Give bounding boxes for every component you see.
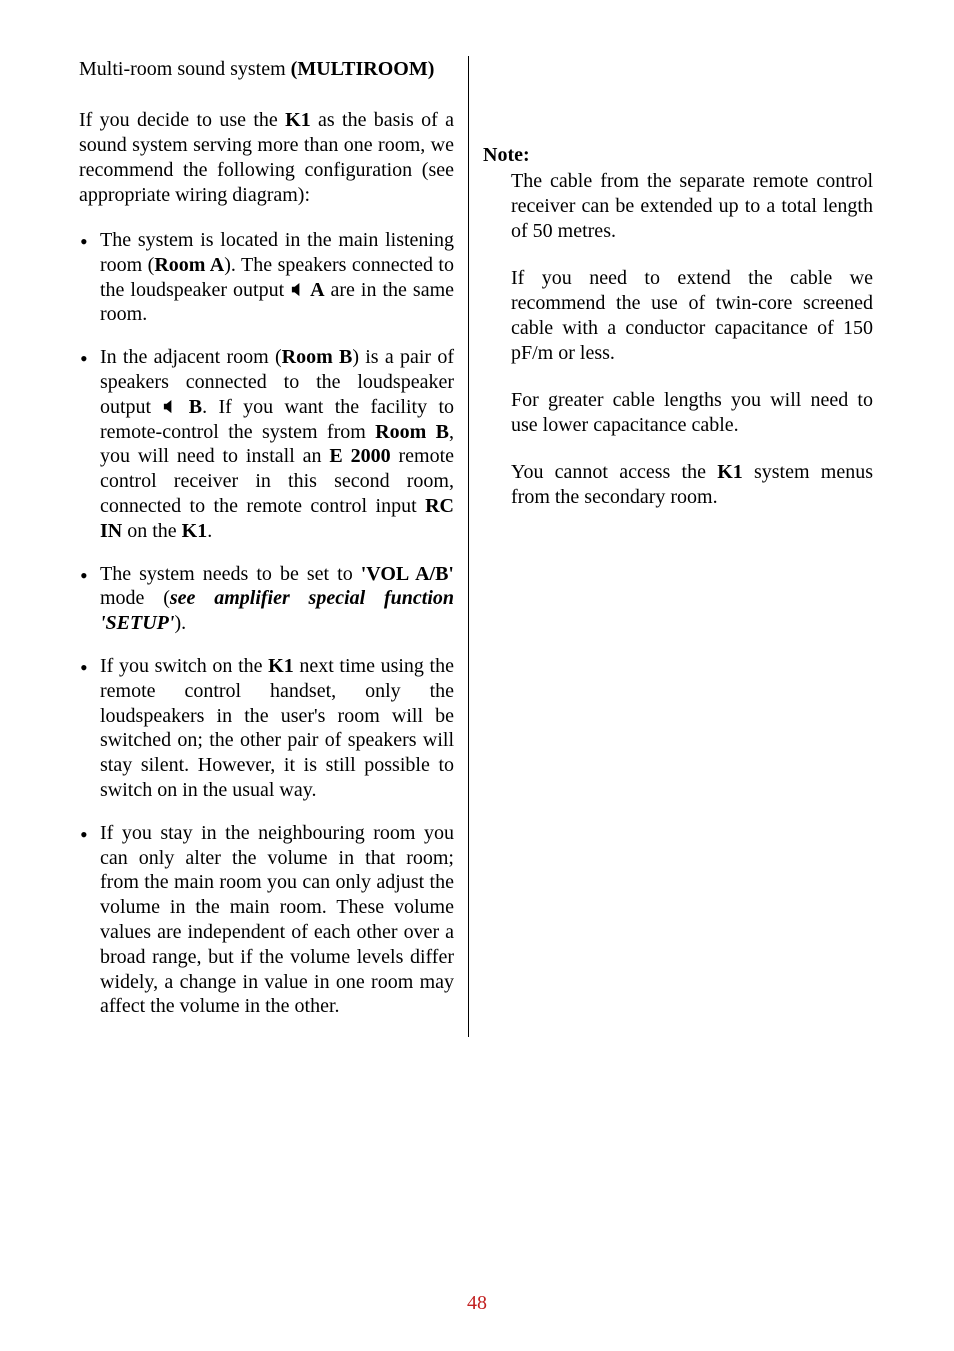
text-run: The system needs to be set to <box>100 563 361 585</box>
text-run: K1 <box>182 520 208 542</box>
text-run: Room A <box>154 254 224 276</box>
text-run: on the <box>122 520 181 542</box>
note-block: The cable from the separate remote contr… <box>483 169 873 510</box>
bullet-list: The system is located in the main listen… <box>79 228 454 1019</box>
text-run: If you need to extend the cable we recom… <box>511 267 873 364</box>
text-run: If you switch on the <box>100 655 268 677</box>
page-number: 48 <box>0 1292 954 1315</box>
text-run: K1 <box>717 461 743 483</box>
list-item: The system needs to be set to 'VOL A/B' … <box>79 562 454 636</box>
text-run: E 2000 <box>329 445 390 467</box>
text-run: 'VOL A/B' <box>361 563 454 585</box>
list-item: In the adjacent room (Room B) is a pair … <box>79 345 454 543</box>
speaker-icon <box>290 282 305 297</box>
list-item: If you stay in the neighbouring room you… <box>79 821 454 1019</box>
text-run: In the adjacent room ( <box>100 346 282 368</box>
text-run: mode ( <box>100 587 170 609</box>
note-paragraph: For greater cable lengths you will need … <box>511 388 873 438</box>
text-run: B <box>177 396 202 418</box>
note-label: Note: <box>483 144 873 167</box>
text-run: Room B <box>375 421 449 443</box>
text-run: A <box>305 279 324 301</box>
text-run: If you stay in the neighbouring room you… <box>100 822 454 1018</box>
heading-bold: (MULTIROOM) <box>291 58 435 80</box>
text-run: K1 <box>268 655 294 677</box>
text-run: ). <box>174 612 186 634</box>
text-run: The cable from the separate remote contr… <box>511 170 873 242</box>
text-run: You cannot access the <box>511 461 717 483</box>
section-heading: Multi-room sound system (MULTIROOM) <box>79 56 454 82</box>
list-item: If you switch on the K1 next time using … <box>79 654 454 803</box>
text-run: . <box>207 520 212 542</box>
speaker-icon <box>162 399 177 414</box>
note-paragraph: The cable from the separate remote contr… <box>511 169 873 244</box>
note-paragraph: If you need to extend the cable we recom… <box>511 266 873 366</box>
note-paragraph: You cannot access the K1 system menus fr… <box>511 460 873 510</box>
text-run: Room B <box>282 346 353 368</box>
list-item: The system is located in the main listen… <box>79 228 454 327</box>
text-run: For greater cable lengths you will need … <box>511 389 873 436</box>
heading-plain: Multi-room sound system <box>79 58 291 80</box>
intro-paragraph: If you decide to use the K1 as the basis… <box>79 108 454 208</box>
